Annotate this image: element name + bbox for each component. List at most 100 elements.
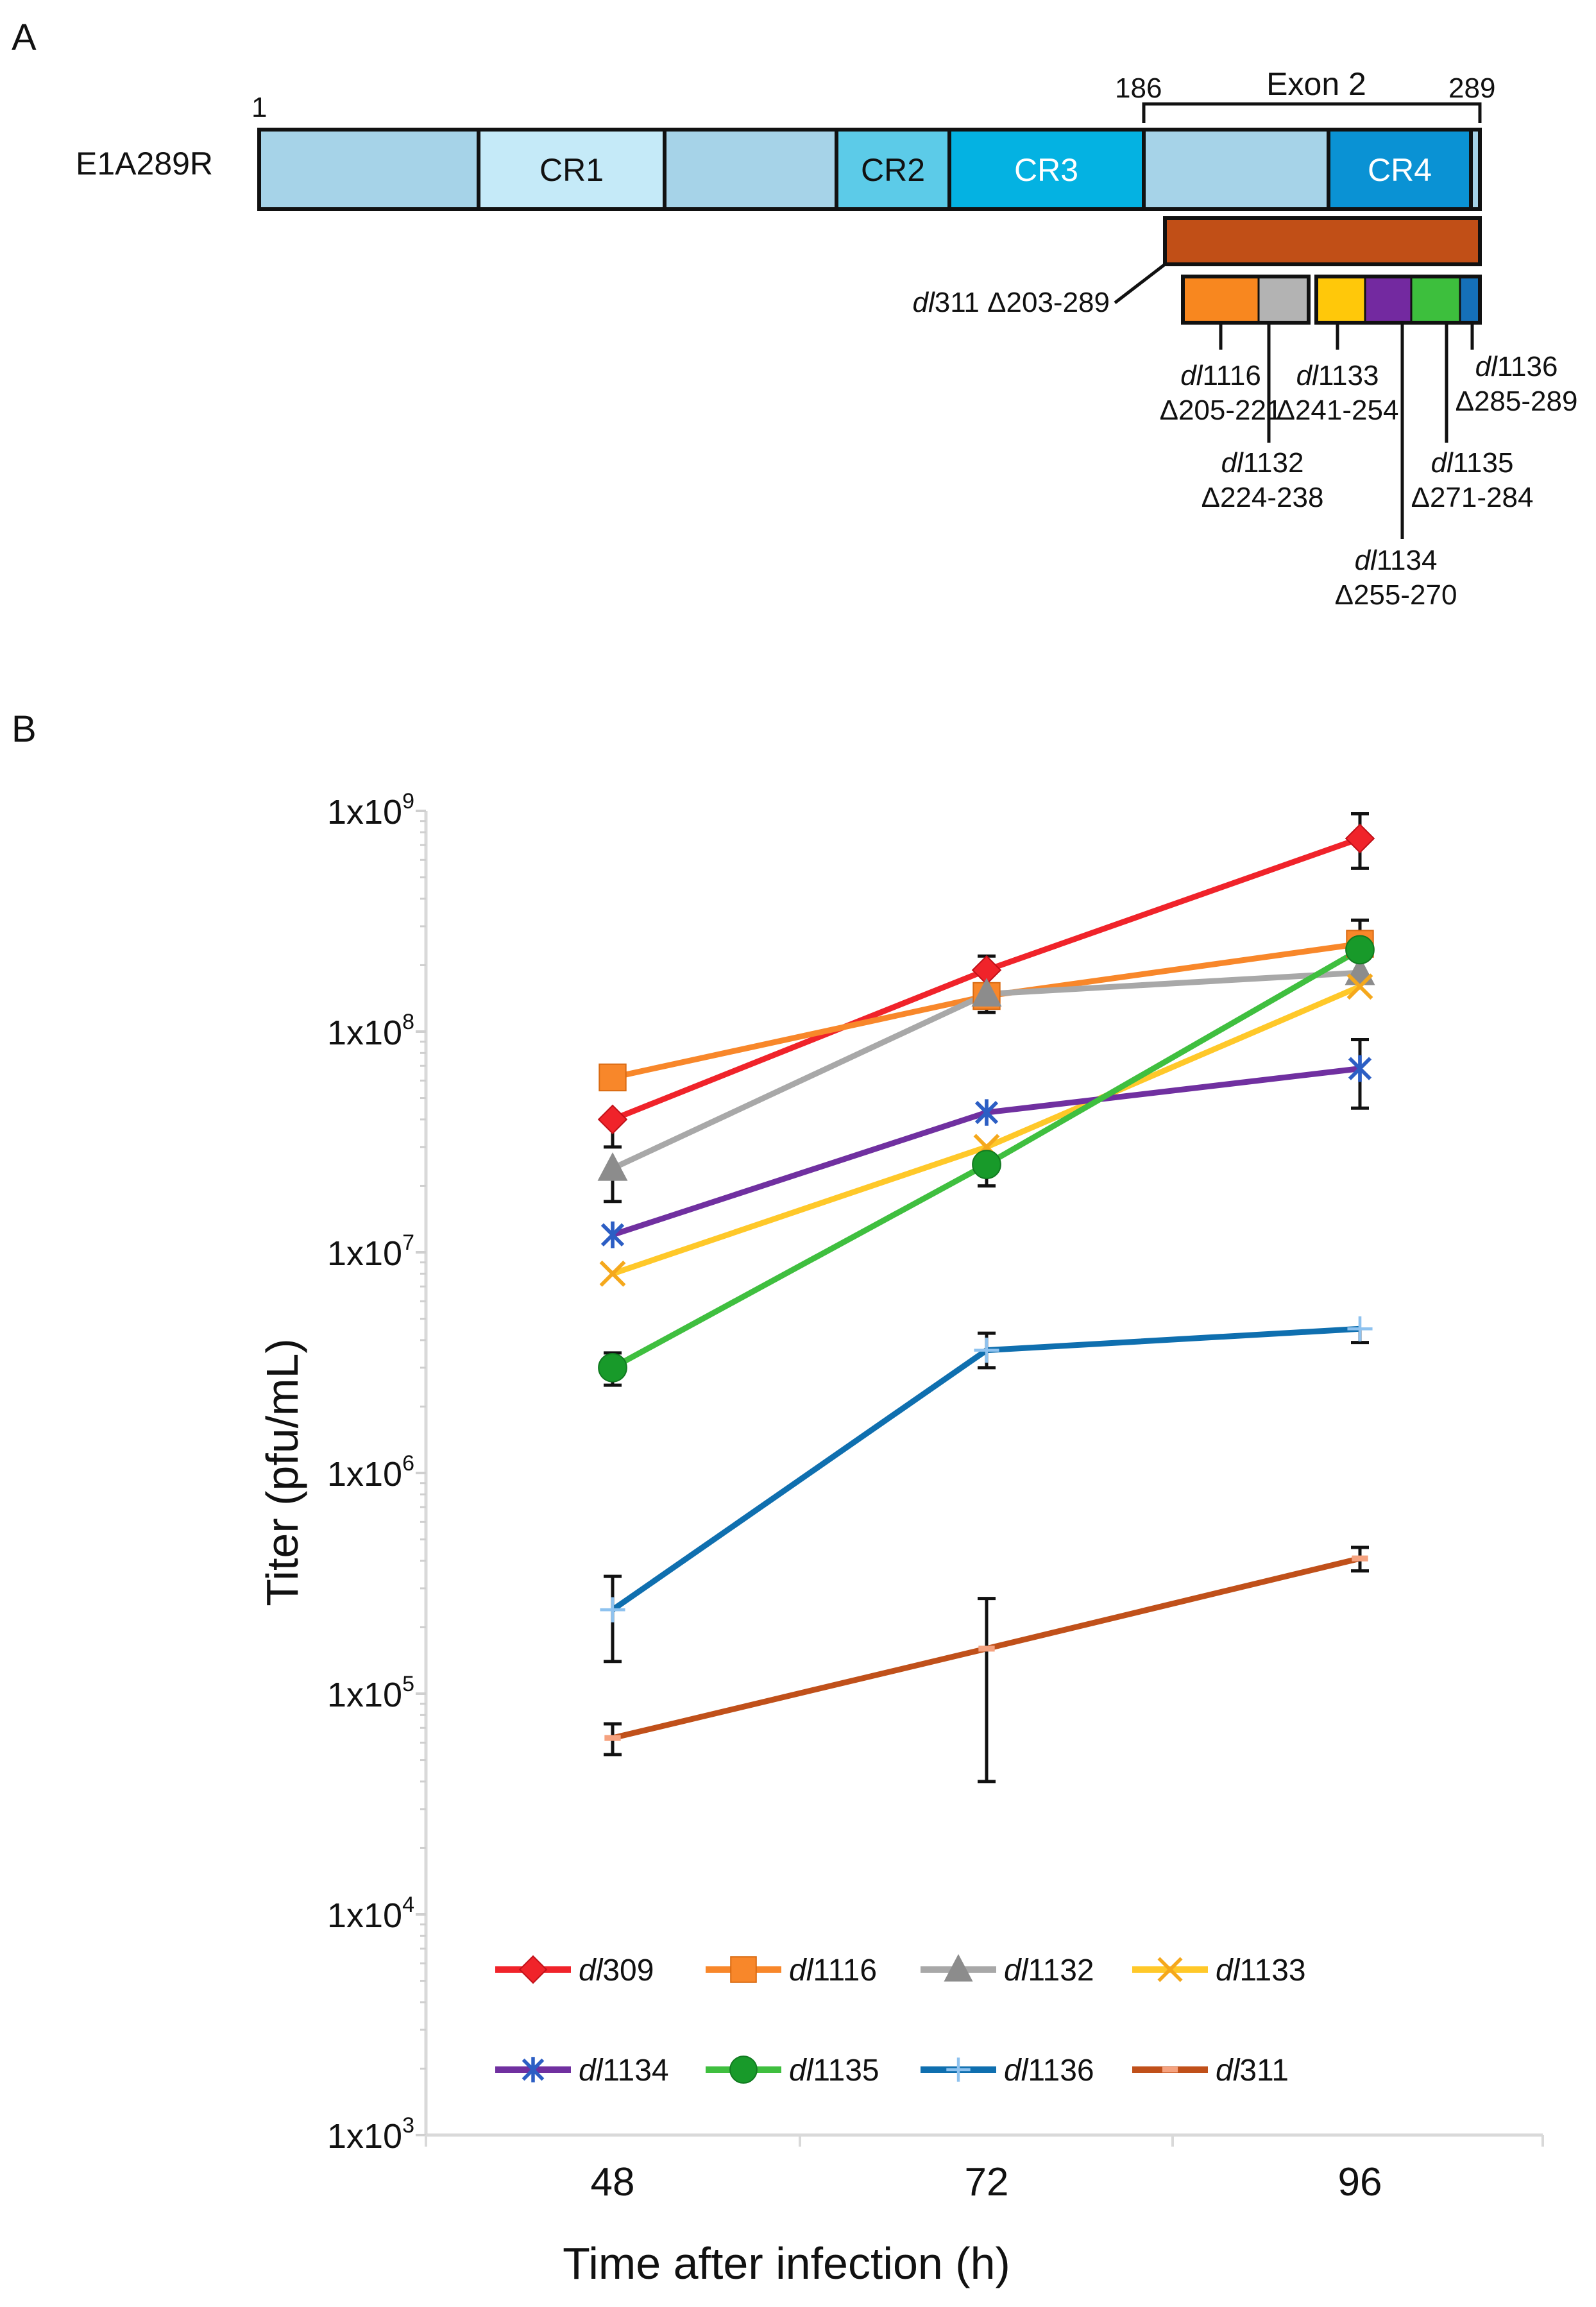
y-tick-label: 1x109	[327, 789, 414, 831]
deletion-dl1135-range: Δ271-284	[1411, 482, 1534, 513]
data-point-dl1136	[974, 1338, 999, 1363]
deletion-dl1116-box	[1182, 275, 1260, 324]
protein-name: E1A289R	[76, 146, 213, 182]
legend-marker-dl311	[1162, 2066, 1178, 2073]
data-point-dl311	[978, 1646, 995, 1652]
y-tick-label: 1x105	[327, 1672, 414, 1714]
legend-marker-dl1116	[730, 1956, 757, 1983]
data-point-dl311	[1352, 1555, 1368, 1562]
deletion-dl1134-box	[1364, 275, 1413, 324]
deletion-dl1134-label: dl1134	[1355, 545, 1438, 576]
data-point-dl1133	[599, 1260, 626, 1287]
legend-marker-dl1132	[944, 1954, 973, 1982]
legend-label-dl311: dl311	[1216, 2054, 1289, 2088]
data-point-dl1135	[972, 1150, 1001, 1179]
data-point-dl1136	[600, 1597, 625, 1622]
exon-end-label: 289	[1448, 72, 1495, 104]
deletion-group-left-outline	[1181, 275, 1311, 325]
chart-axes	[416, 810, 1544, 2147]
region-cr1-label: CR1	[539, 152, 604, 188]
data-point-dl1116	[598, 1063, 627, 1092]
legend-label-dl1116: dl1116	[789, 1954, 877, 1988]
chart-legend: dl309 dl1116 dl1132 dl1133 dl1134 dl1135 dl113…	[495, 1954, 1306, 2088]
region-linker-1	[663, 128, 838, 211]
deletion-dl1133-label: dl1133	[1296, 360, 1379, 391]
deletion-dl1135-box	[1410, 275, 1461, 324]
deletion-dl1134-range: Δ255-270	[1335, 579, 1457, 611]
series-line-dl1133	[611, 983, 1361, 1277]
deletion-dl1116-range: Δ205-221	[1160, 395, 1282, 426]
exon-start-label: 186	[1115, 72, 1162, 104]
deletion-dl1133-range: Δ241-254	[1277, 395, 1399, 426]
data-point-dl1132	[971, 978, 1002, 1007]
data-point-dl311	[604, 1735, 621, 1741]
data-point-dl1132	[597, 1152, 628, 1181]
y-axis-title: Titer (pfu/mL)	[257, 1338, 307, 1606]
x-axis-title: Time after infection (h)	[563, 2238, 1010, 2288]
deletion-dl1132-range: Δ224-238	[1201, 482, 1324, 513]
x-axis-ticks: 48 72 96	[591, 2160, 1382, 2204]
deletion-leader-lines	[1114, 263, 1474, 539]
deletion-dl1135-label: dl1135	[1431, 447, 1514, 479]
data-point-dl309	[597, 1104, 628, 1135]
x-tick-label: 72	[965, 2160, 1009, 2204]
y-axis-ticks: 1x103 1x104 1x105 1x106 1x107 1x108 1x109	[327, 789, 414, 2156]
legend-label-dl1132: dl1132	[1004, 1954, 1094, 1988]
legend-label-dl1135: dl1135	[789, 2054, 879, 2088]
deletion-group-right-outline	[1314, 275, 1482, 325]
x-tick-label: 96	[1338, 2160, 1382, 2204]
data-point-dl1135	[1345, 935, 1375, 965]
panel-a-protein-map: A E1A289R 1 186 Exon 2 289 CR1 CR2 CR3 C…	[12, 17, 1577, 611]
legend-marker-dl309	[518, 1955, 548, 1984]
legend-marker-dl1134	[522, 2057, 545, 2082]
chart-markers	[597, 823, 1375, 1741]
data-point-dl309	[1345, 823, 1375, 854]
deletion-dl1136-range: Δ285-289	[1456, 386, 1578, 417]
data-point-dl1134	[600, 1222, 625, 1248]
deletion-dl1116-label: dl1116	[1180, 360, 1261, 391]
deletion-dl1136-box	[1459, 275, 1481, 324]
y-tick-label: 1x106	[327, 1451, 414, 1494]
data-point-dl1134	[974, 1099, 999, 1126]
region-exon2-spacer	[1142, 128, 1330, 211]
data-point-dl1133	[1346, 973, 1373, 1000]
region-cr4-label: CR4	[1368, 152, 1432, 188]
legend-marker-dl1133	[1157, 1957, 1183, 1982]
start-residue-label: 1	[251, 92, 267, 123]
panel-b-label: B	[12, 708, 37, 750]
y-tick-label: 1x108	[327, 1010, 414, 1052]
region-n-terminal	[257, 128, 480, 211]
y-tick-label: 1x107	[327, 1230, 414, 1273]
region-cr3	[947, 128, 1146, 211]
deletion-dl311-box	[1163, 216, 1482, 266]
legend-label-dl1136: dl1136	[1004, 2054, 1094, 2088]
legend-marker-dl1135	[729, 2056, 758, 2084]
panel-b-growth-chart: B 1x103 1x104 1x105 1x106 1x107 1x108 1x109 48…	[12, 708, 1544, 2288]
protein-domain-bar: CR1 CR2 CR3 CR4	[257, 128, 1482, 211]
region-cr2	[835, 128, 951, 211]
data-point-dl1135	[598, 1353, 627, 1383]
y-tick-label: 1x103	[327, 2113, 414, 2156]
exon-label: Exon 2	[1266, 66, 1366, 102]
data-point-dl1136	[1347, 1316, 1373, 1341]
deletion-dl1132-box	[1257, 275, 1310, 324]
legend-label-dl1134: dl1134	[579, 2054, 669, 2088]
exon-2-bracket	[1142, 102, 1482, 123]
x-tick-label: 48	[591, 2160, 635, 2204]
deletion-dl1136-label: dl1136	[1475, 351, 1558, 382]
legend-label-dl1133: dl1133	[1216, 1954, 1306, 1988]
deletion-dl1132-label: dl1132	[1221, 447, 1304, 479]
region-cr2-label: CR2	[861, 152, 925, 188]
legend-label-dl309: dl309	[579, 1954, 654, 1988]
region-cr3-label: CR3	[1014, 152, 1078, 188]
data-point-dl1134	[1348, 1055, 1372, 1082]
deletion-dl311-label: dl311 Δ203-289	[912, 287, 1110, 318]
series-line-dl1136	[611, 1325, 1361, 1612]
y-tick-label: 1x104	[327, 1893, 414, 1935]
legend-marker-dl1136	[946, 2057, 971, 2082]
panel-a-label: A	[12, 17, 37, 58]
region-c-terminal	[1469, 128, 1482, 211]
region-cr1	[477, 128, 666, 211]
deletion-dl1133-box	[1315, 275, 1366, 324]
